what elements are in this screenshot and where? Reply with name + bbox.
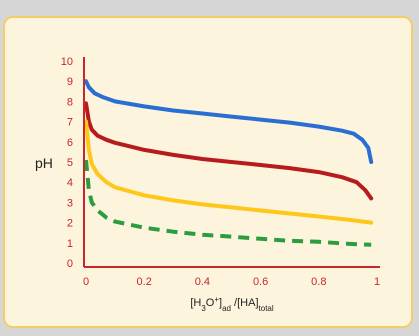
y-tick-label: 9 [67, 76, 73, 88]
x-tick-label: 0.2 [137, 276, 152, 288]
y-tick-label: 3 [67, 197, 73, 209]
x-tick-label: 0.6 [253, 276, 268, 288]
series-line-2 [84, 101, 374, 201]
x-axis-label: [H3O+]ad /[HA]total [190, 295, 274, 313]
x-tick-label: 0 [83, 276, 89, 288]
y-tick-label: 10 [61, 56, 73, 68]
y-tick-label: 4 [67, 177, 73, 189]
y-axis-label: pH [35, 155, 53, 171]
chart-card [3, 16, 413, 328]
x-tick-label: 0.4 [195, 276, 210, 288]
x-tick-label: 1 [374, 276, 380, 288]
y-tick-label: 2 [67, 218, 73, 230]
x-tick-label: 0.8 [311, 276, 326, 288]
series-line-3 [84, 119, 374, 225]
y-tick-label: 0 [67, 258, 73, 270]
y-tick-label: 6 [67, 137, 73, 149]
y-tick-label: 8 [67, 96, 73, 108]
y-tick-label: 7 [67, 117, 73, 129]
y-tick-label: 5 [67, 157, 73, 169]
y-tick-label: 1 [67, 238, 73, 250]
series-line-1 [84, 79, 374, 164]
series-line-4 [84, 159, 372, 247]
